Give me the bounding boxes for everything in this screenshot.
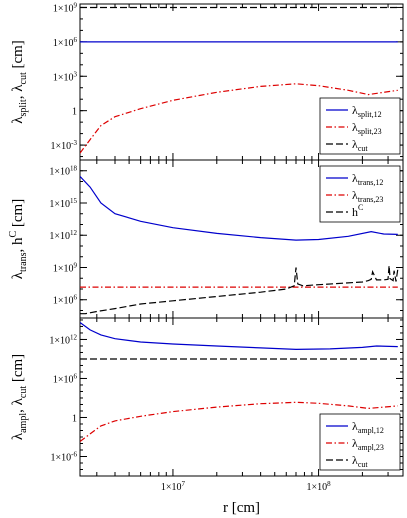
y-tick-label: 1 [72,107,77,118]
y-tick-label: 1×109 [53,1,78,14]
series-line-1 [80,322,398,351]
y-tick-label: 1×106 [53,294,78,307]
legend-entry: hC [352,203,363,219]
y-axis-label: λsplit, λcut [cm] [10,40,29,124]
series-line-2 [80,83,398,154]
series-group [80,6,398,154]
legend-box [319,165,401,223]
series-line-1 [80,175,398,241]
y-tick-label: 1×1015 [49,197,77,210]
y-axis-label: λampl, λcut [cm] [10,354,29,440]
series-group [80,322,398,442]
legend-entry: λampl,23 [352,436,384,452]
series-line-3 [80,265,399,315]
legend-entry: λcut [352,137,368,153]
legend-box [319,413,401,471]
y-tick-label: 1×1012 [49,229,77,242]
y-tick-label: 1 [72,413,77,424]
panel-1: 1×10-3 1 1×103 1×106 1×109 λsplit, λcut [cm] λ… [10,1,404,161]
panel-2: 1×106 1×109 1×1012 1×1015 1×1018 λtrans, hC [… [8,159,404,319]
y-tick-label: 1×10-3 [51,139,78,152]
y-tick-label: 1×106 [53,36,78,49]
y-tick-label: 1×10-6 [51,450,78,463]
x-axis-label: r [cm] [223,500,260,516]
y-tick-label: 1×1018 [49,165,77,178]
series-group [80,175,399,315]
legend-entry: λampl,12 [352,419,384,435]
legend-entry: λtrans,12 [352,171,383,187]
legend-entry: λsplit,12 [352,103,382,119]
legend-box [319,97,401,155]
legend-entry: λcut [352,453,368,469]
series-line-2 [80,401,398,442]
y-tick-label: 1×109 [53,261,78,274]
y-tick-label: 1×1012 [49,333,77,346]
x-tick-label: 1×107 [161,480,186,493]
panel-3: 1×10-6 1 1×106 1×1012 λampl, λcut [cm] λampl,… [10,317,404,516]
x-tick-label: 1×108 [306,480,331,493]
panel-frame [79,317,404,477]
y-tick-label: 1×103 [53,70,78,83]
legend-entry: λtrans,23 [352,188,383,204]
legend-entry: λsplit,23 [352,120,382,136]
y-tick-label: 1×106 [53,372,78,385]
y-axis-label: λtrans, hC [cm] [8,199,29,279]
